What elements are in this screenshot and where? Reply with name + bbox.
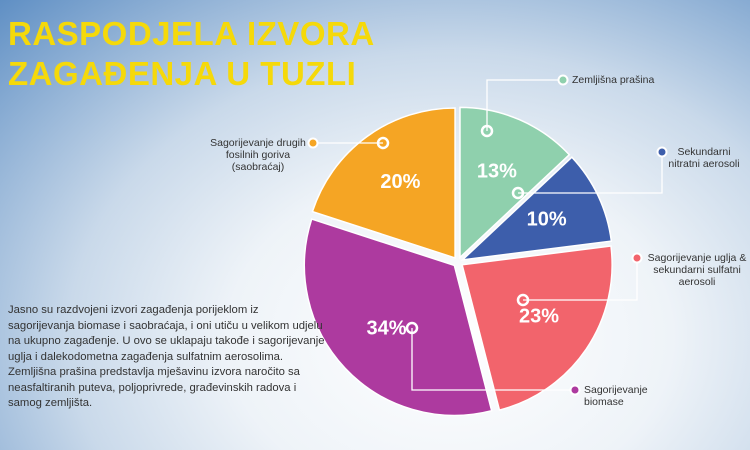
pie-slice [459,106,571,260]
leader-line [518,157,663,194]
leader-line [411,328,570,391]
pie-slice [461,245,613,412]
chart-title: RASPODJELA IZVORA ZAGAĐENJA U TUZLI [8,15,374,92]
legend-dot [557,74,569,86]
ring [480,124,494,138]
ring [511,186,525,200]
legend-dot [569,384,581,396]
value-label: 13% [477,160,517,182]
value-label: 10% [527,209,567,231]
value-label: 34% [367,317,407,339]
leader-line [486,79,558,131]
legend-label: Sagorijevanje biomase [584,384,648,408]
pie-slice [303,218,493,417]
ring [405,321,419,335]
value-label: 23% [519,305,559,327]
leader-lines [318,79,663,391]
pie-slice [460,156,613,261]
legend-dot [631,252,643,264]
legend-dot [307,137,319,149]
description: Jasno su razdvojeni izvori zagađenja por… [8,304,325,409]
legend-dot [656,146,668,158]
legend-label: Sagorijevanje uglja & sekundarni sulfatn… [647,252,747,288]
legend-label: Sekundarni nitratni aerosoli [668,146,740,170]
legend-label: Sagorijevanje drugih fosilnih goriva (sa… [210,137,306,173]
ring [376,136,390,150]
legend-label: Zemljišna prašina [572,74,655,86]
pie-slice [311,107,456,259]
pie: 13% 10% 23% 34% 20% [303,106,613,417]
leader-line [523,263,638,301]
value-label: 20% [380,171,420,193]
ring [516,293,530,307]
